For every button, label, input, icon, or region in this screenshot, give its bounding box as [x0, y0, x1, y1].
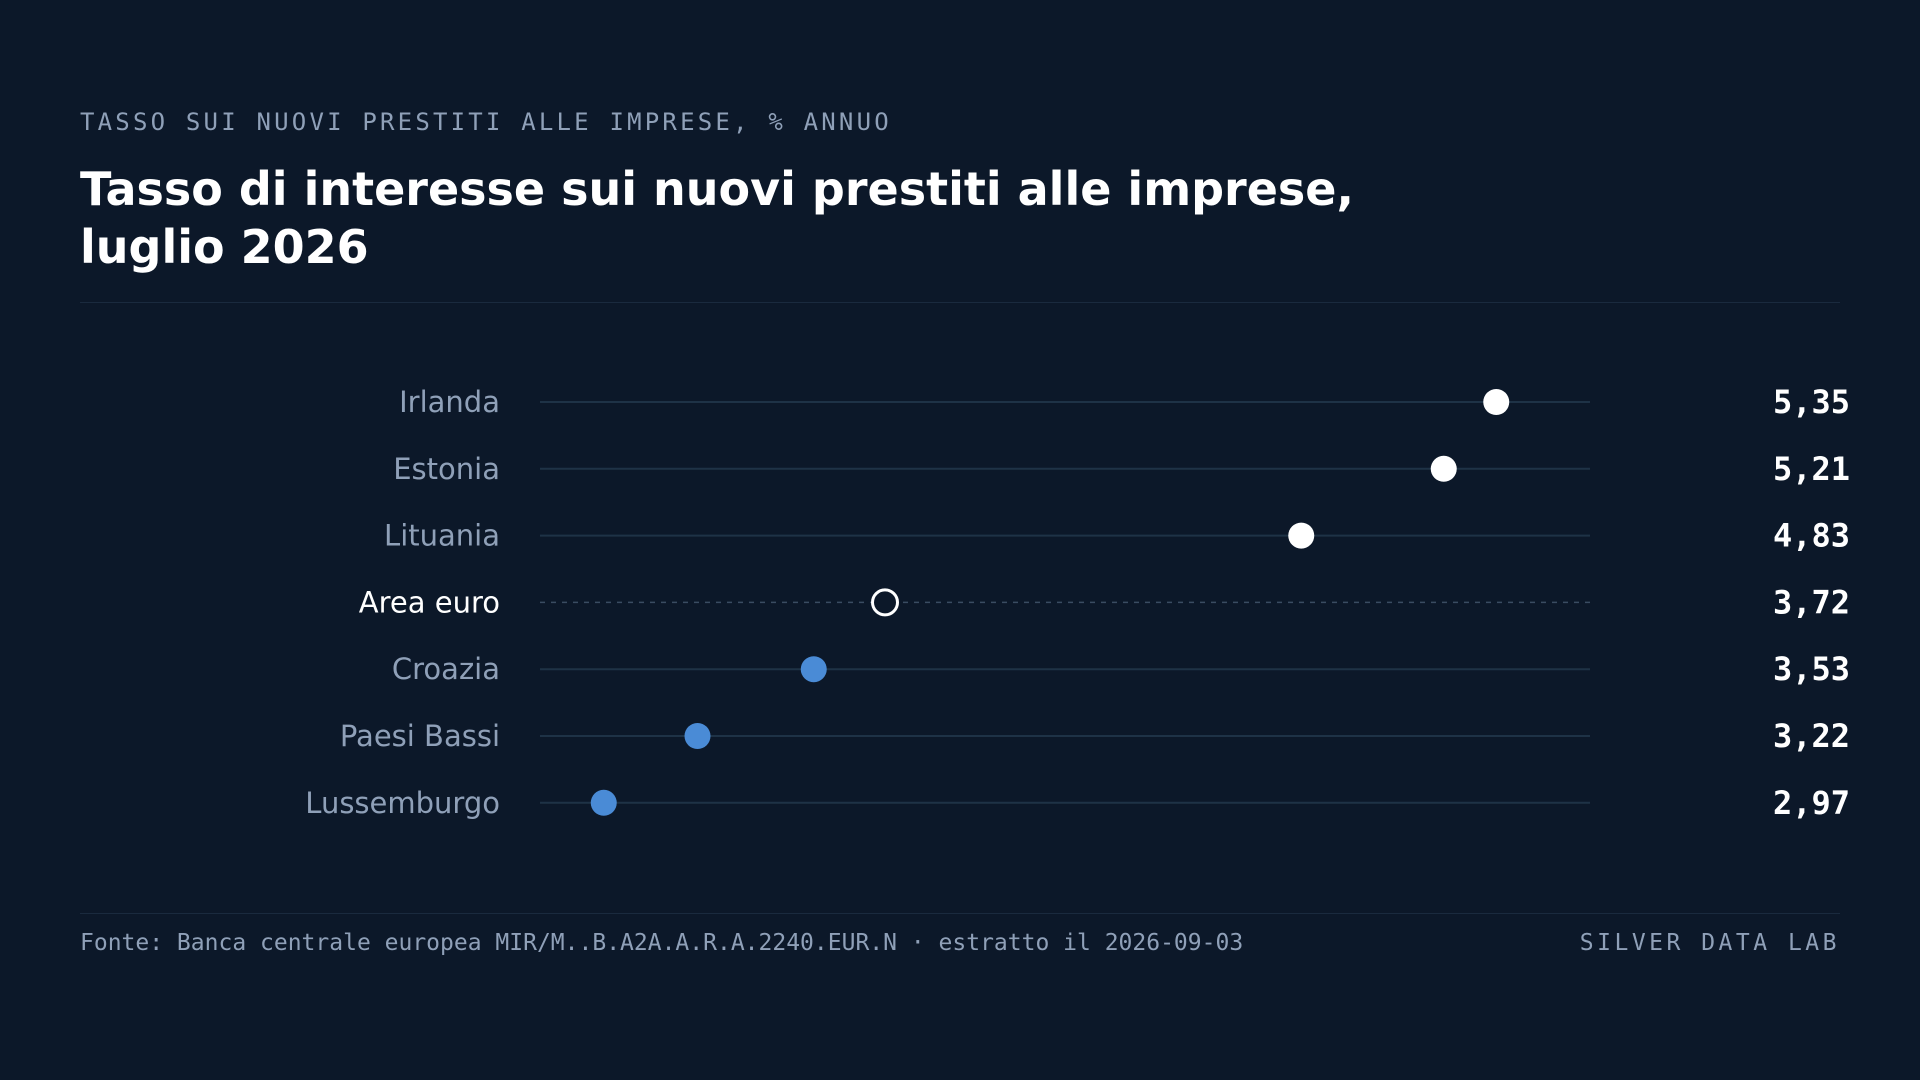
data-dot-estonia [1430, 455, 1457, 482]
value-label-lituania: 4,83 [1773, 517, 1850, 555]
category-label-area-euro: Area euro [359, 585, 500, 619]
chart-kicker: TASSO SUI NUOVI PRESTITI ALLE IMPRESE, %… [80, 108, 892, 136]
header-divider [80, 302, 1840, 303]
brand-label: SILVER DATA LAB [1579, 930, 1840, 956]
value-label-lussemburgo: 2,97 [1773, 784, 1850, 822]
value-label-irlanda: 5,35 [1773, 383, 1850, 421]
category-label-estonia: Estonia [393, 452, 500, 486]
footer-divider [80, 913, 1840, 914]
value-label-estonia: 5,21 [1773, 450, 1850, 488]
reference-dot-area-euro [871, 588, 899, 617]
category-label-irlanda: Irlanda [399, 385, 500, 419]
value-label-paesi-bassi: 3,22 [1773, 717, 1850, 755]
data-dot-lussemburgo [590, 789, 617, 816]
data-dot-irlanda [1483, 389, 1510, 415]
data-dot-lituania [1288, 522, 1315, 549]
source-note: Fonte: Banca centrale europea MIR/M..B.A… [80, 930, 1244, 956]
value-label-croazia: 3,53 [1773, 650, 1850, 688]
value-label-area-euro: 3,72 [1773, 583, 1850, 621]
category-label-paesi-bassi: Paesi Bassi [340, 719, 500, 753]
data-dot-croazia [800, 656, 827, 683]
chart-title: Tasso di interesse sui nuovi prestiti al… [80, 162, 1354, 274]
category-label-lituania: Lituania [384, 519, 500, 553]
category-label-lussemburgo: Lussemburgo [305, 786, 500, 820]
data-dot-paesi-bassi [684, 723, 711, 749]
category-label-croazia: Croazia [392, 652, 500, 686]
